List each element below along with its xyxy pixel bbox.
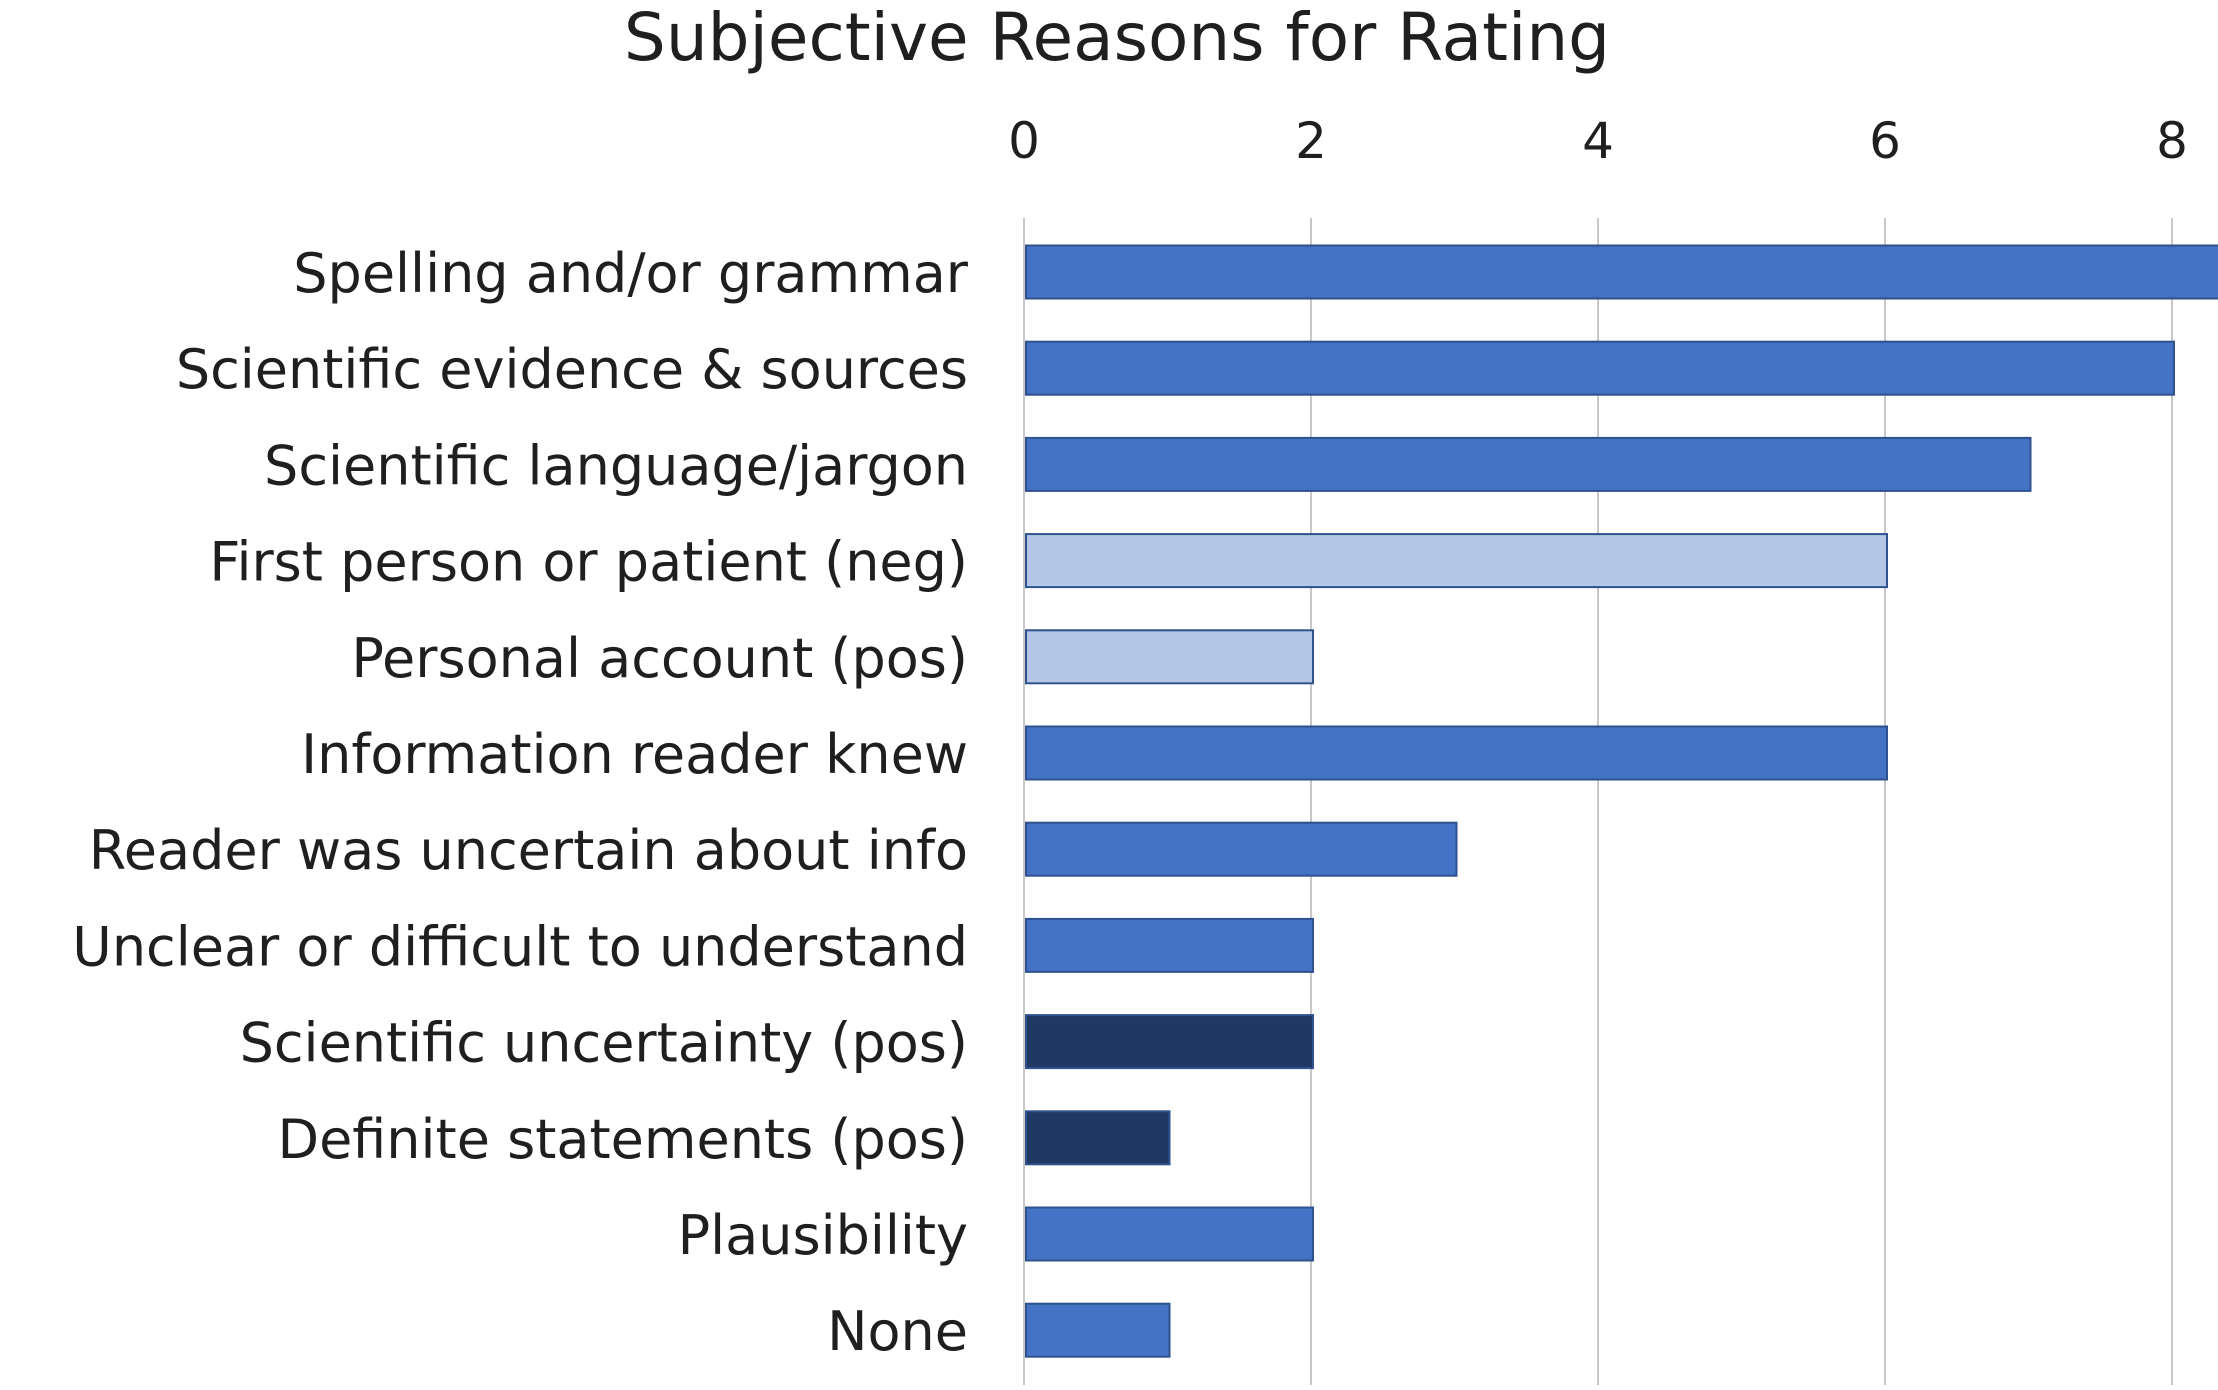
category-label: Scientific evidence & sources [176,338,968,401]
chart-title: Subjective Reasons for Rating [624,0,1610,76]
bar [1025,629,1314,685]
category-label: Scientific uncertainty (pos) [240,1012,968,1075]
category-label: Personal account (pos) [351,627,968,690]
category-label: Information reader knew [301,723,968,786]
bar [1025,340,2175,396]
category-label: None [827,1300,968,1363]
category-label: First person or patient (neg) [209,531,968,594]
gridlines [1023,218,2173,1385]
bar [1025,725,1888,781]
x-tick-label: 0 [1008,112,1040,170]
x-tick-label: 4 [1582,112,1614,170]
bar [1025,1206,1314,1262]
x-tick-label: 2 [1295,112,1327,170]
category-label: Definite statements (pos) [277,1108,968,1171]
x-tick-label: 6 [1869,112,1901,170]
category-label: Plausibility [678,1204,968,1267]
category-label: Scientific language/jargon [264,434,968,497]
category-label: Reader was uncertain about info [89,819,968,882]
bar [1025,533,1888,589]
category-labels: Spelling and/or grammar Scientific eviden… [72,242,968,1363]
x-axis-ticks: 0246810121416 [1008,112,2188,170]
bar [1025,436,2032,492]
category-label: Spelling and/or grammar [293,242,969,305]
category-label: Unclear or difficult to understand [72,915,968,978]
bar [1025,244,2218,300]
bar [1025,917,1314,973]
bar [1025,1110,1171,1166]
x-tick-label: 8 [2156,112,2188,170]
bars [1025,244,2218,1358]
bar [1025,821,1458,877]
bar [1025,1302,1171,1358]
bar [1025,1014,1314,1070]
